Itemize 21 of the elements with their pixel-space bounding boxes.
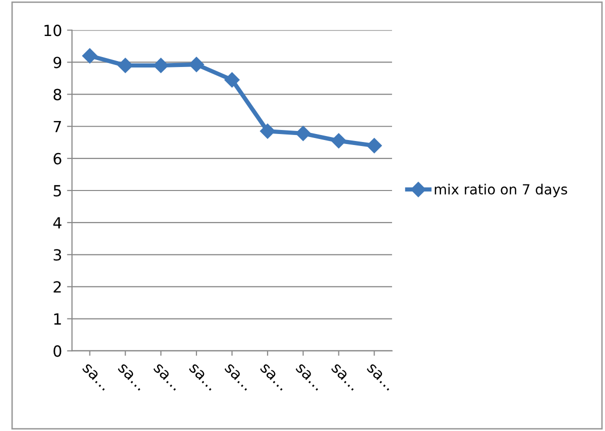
point xyxy=(224,72,240,88)
y-tick-label: 7 xyxy=(54,121,61,132)
y-tick-label: 8 xyxy=(54,88,62,100)
point xyxy=(296,126,311,141)
point xyxy=(260,124,276,139)
point xyxy=(366,138,382,154)
y-tick-label: 0 xyxy=(54,345,62,357)
y-tick-label: 2 xyxy=(54,281,61,293)
y-tick-label: 1 xyxy=(54,313,61,325)
y-tick-label: 10 xyxy=(44,24,62,36)
point xyxy=(118,58,133,74)
y-tick-label: 9 xyxy=(54,56,62,68)
point xyxy=(82,48,98,64)
point xyxy=(188,56,204,72)
y-tick-label: 6 xyxy=(54,152,62,164)
legend-label: mix ratio on 7 days xyxy=(434,184,568,198)
point xyxy=(331,133,346,148)
y-tick-label: 3 xyxy=(54,249,62,261)
y-tick-label: 5 xyxy=(54,185,61,197)
y-tick-label: 4 xyxy=(53,217,62,228)
point xyxy=(153,58,168,74)
